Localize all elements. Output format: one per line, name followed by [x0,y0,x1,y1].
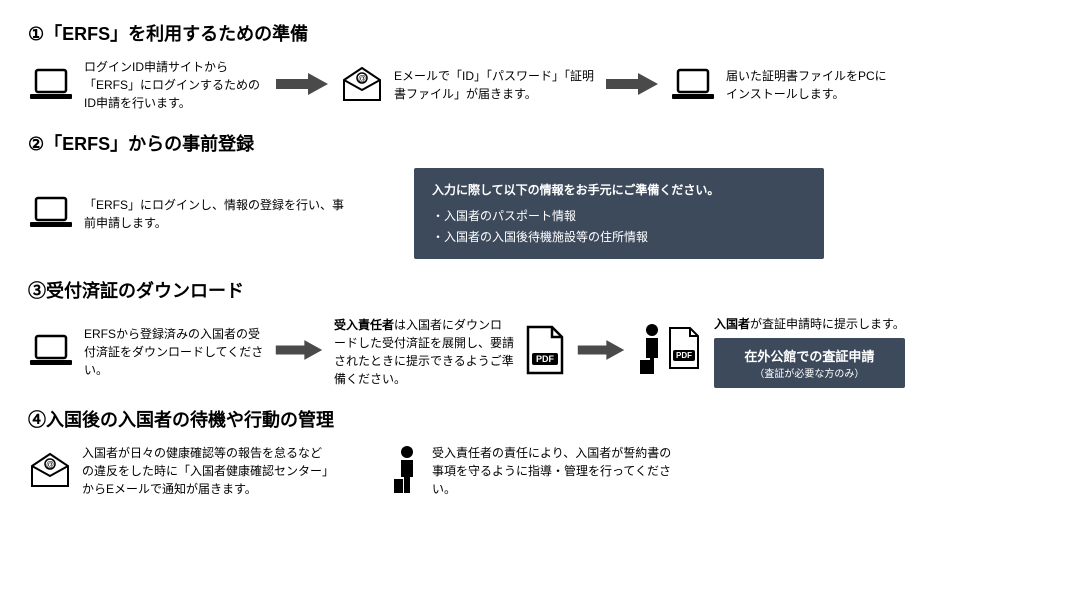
section-4: ④入国後の入国者の待機や行動の管理 @ 入国者が日々の健康確認等の報告を怠るなど… [28,406,1052,498]
step-3-3-rest: が査証申請時に提示します。 [750,317,905,331]
info-box-line2: ・入国者の入国後待機施設等の住所情報 [432,227,806,247]
step-3-2-bold: 受入責任者 [334,318,394,332]
visa-box: 在外公館での査証申請 （査証が必要な方のみ） [714,338,905,388]
laptop-icon [670,66,716,105]
step-3-2-text: 受入責任者は入国者にダウンロードした受付済証を展開し、要請されたときに提示できる… [334,316,514,388]
step-1-1-text: ログインID申請サイトから「ERFS」にログインするためのID申請を行います。 [84,58,264,112]
step-1-3: 届いた証明書ファイルをPCにインストールします。 [670,66,896,105]
step-3-3-bold: 入国者 [714,317,750,331]
visa-title: 在外公館での査証申請 [734,346,885,365]
row-2: 「ERFS」にログインし、情報の登録を行い、事前申請します。 入力に際して以下の… [28,168,1052,259]
arrow-icon [274,337,324,366]
step-2-1-text: 「ERFS」にログインし、情報の登録を行い、事前申請します。 [84,196,354,232]
laptop-icon [28,66,74,105]
row-3: ERFSから登録済みの入国者の受付済証をダウンロードしてください。 受入責任者は… [28,315,1052,388]
row-1: ログインID申請サイトから「ERFS」にログインするためのID申請を行います。 … [28,58,1052,112]
step-1-3-text: 届いた証明書ファイルをPCにインストールします。 [726,67,896,103]
arrow-icon [604,71,660,100]
section-1: ①「ERFS」を利用するための準備 ログインID申請サイトから「ERFS」にログ… [28,20,1052,112]
step-4-1: @ 入国者が日々の健康確認等の報告を怠るなどの違反をした時に「入国者健康確認セン… [28,444,332,498]
arrow-icon [576,337,626,366]
email-icon: @ [340,66,384,105]
arrow-icon [274,71,330,100]
svg-text:@: @ [46,460,54,469]
laptop-icon [28,332,74,371]
step-1-1: ログインID申請サイトから「ERFS」にログインするためのID申請を行います。 [28,58,264,112]
pdf-icon: PDF [524,325,566,378]
svg-text:PDF: PDF [536,354,555,364]
info-box: 入力に際して以下の情報をお手元にご準備ください。 ・入国者のパスポート情報 ・入… [414,168,824,259]
row-4: @ 入国者が日々の健康確認等の報告を怠るなどの違反をした時に「入国者健康確認セン… [28,444,1052,498]
section-2: ②「ERFS」からの事前登録 「ERFS」にログインし、情報の登録を行い、事前申… [28,130,1052,259]
step-2-1: 「ERFS」にログインし、情報の登録を行い、事前申請します。 [28,194,354,233]
step-3-1: ERFSから登録済みの入国者の受付済証をダウンロードしてください。 [28,325,264,379]
svg-text:PDF: PDF [676,351,692,360]
heading-2: ②「ERFS」からの事前登録 [28,130,1052,156]
section-3: ③受付済証のダウンロード ERFSから登録済みの入国者の受付済証をダウンロードし… [28,277,1052,388]
visa-sub: （査証が必要な方のみ） [734,365,885,380]
heading-3: ③受付済証のダウンロード [28,277,1052,303]
svg-text:@: @ [358,74,366,83]
laptop-icon [28,194,74,233]
person-pdf-icon: PDF [636,322,704,381]
step-3-1-text: ERFSから登録済みの入国者の受付済証をダウンロードしてください。 [84,325,264,379]
email-icon: @ [28,452,72,491]
heading-4: ④入国後の入国者の待機や行動の管理 [28,406,1052,432]
step-4-2: 受入責任者の責任により、入国者が誓約書の事項を守るように指導・管理を行ってくださ… [392,444,682,498]
step-4-1-text: 入国者が日々の健康確認等の報告を怠るなどの違反をした時に「入国者健康確認センター… [82,444,332,498]
step-3-3: 入国者が査証申請時に提示します。 在外公館での査証申請 （査証が必要な方のみ） [714,315,905,388]
step-3-3-top: 入国者が査証申請時に提示します。 [714,315,905,332]
info-box-title: 入力に際して以下の情報をお手元にご準備ください。 [432,180,806,200]
step-1-2: @ Eメールで「ID」「パスワード」「証明書ファイル」が届きます。 [340,66,594,105]
person-icon [392,445,422,498]
step-1-2-text: Eメールで「ID」「パスワード」「証明書ファイル」が届きます。 [394,67,594,103]
heading-1: ①「ERFS」を利用するための準備 [28,20,1052,46]
info-box-line1: ・入国者のパスポート情報 [432,206,806,226]
step-4-2-text: 受入責任者の責任により、入国者が誓約書の事項を守るように指導・管理を行ってくださ… [432,444,682,498]
